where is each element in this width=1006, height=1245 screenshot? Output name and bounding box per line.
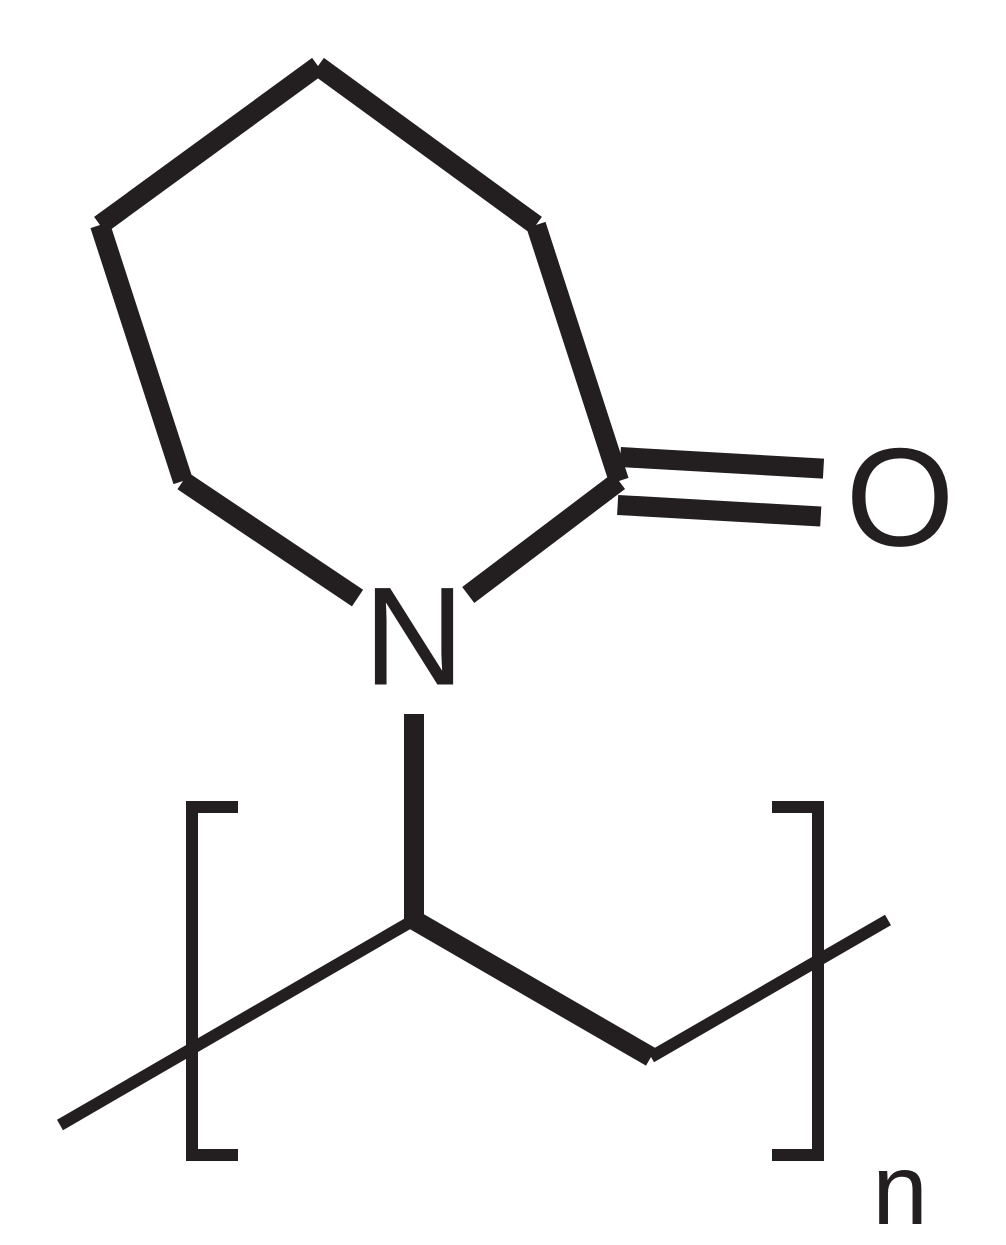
atom-n: N: [363, 558, 464, 715]
bond: [468, 481, 619, 595]
bond: [414, 920, 651, 1057]
bond: [620, 457, 823, 469]
bracket-left: [192, 807, 232, 1155]
polymer-subscript: n: [872, 1134, 928, 1245]
bond: [651, 920, 888, 1057]
molecule-diagram: N On: [0, 0, 1006, 1245]
bond: [100, 66, 318, 225]
bond: [60, 920, 414, 1125]
bond: [536, 225, 619, 481]
bond: [618, 505, 821, 517]
atom-o: O: [846, 419, 955, 576]
bond: [100, 225, 183, 481]
bond: [318, 66, 536, 225]
bond: [183, 481, 358, 598]
